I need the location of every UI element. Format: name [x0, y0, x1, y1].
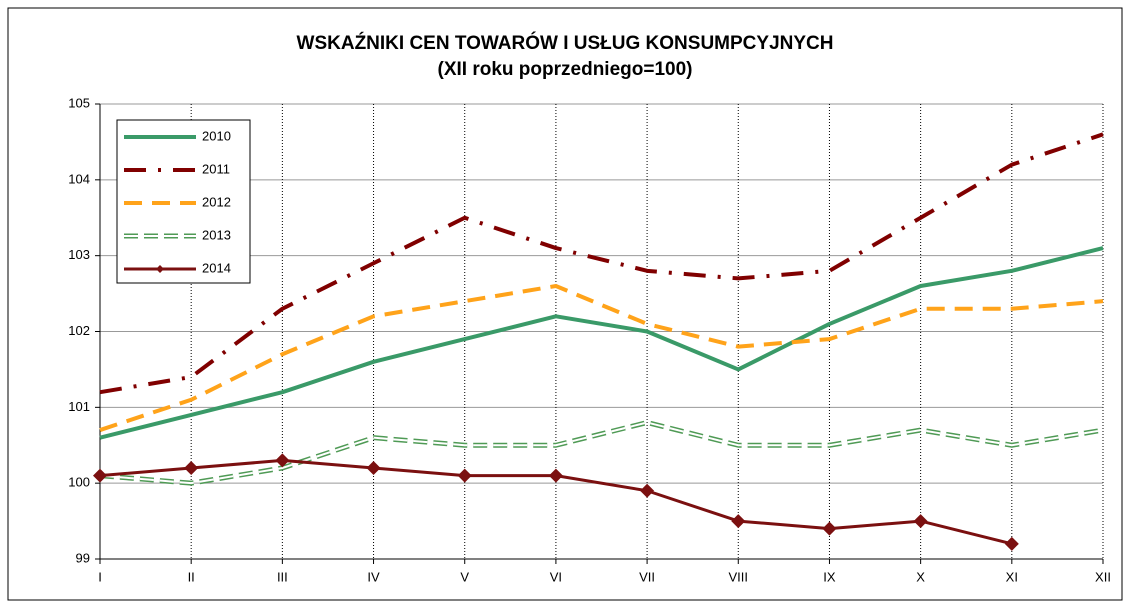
point-marker [275, 453, 290, 468]
series-line [99, 246, 1104, 440]
y-tick-label: 100 [68, 475, 90, 490]
point-marker [1004, 536, 1019, 551]
x-tick-label: VI [550, 569, 562, 584]
x-tick-label: VIII [729, 569, 749, 584]
x-tick-label: V [460, 569, 469, 584]
chart-subtitle: (XII roku poprzedniego=100) [438, 59, 693, 80]
point-marker [93, 468, 107, 483]
y-tick-label: 105 [68, 95, 90, 110]
x-tick-label: II [188, 569, 195, 584]
legend-label: 2011 [202, 161, 230, 176]
y-tick-label: 101 [68, 399, 90, 414]
plot-lines [93, 132, 1104, 551]
x-tick-label: XI [1006, 569, 1018, 584]
x-tick-label: IV [367, 569, 380, 584]
y-tick-label: 99 [76, 550, 90, 565]
legend-label: 2010 [202, 128, 231, 143]
x-tick-label: XII [1095, 569, 1111, 584]
chart-title: WSKAŹNIKI CEN TOWARÓW I USŁUG KONSUMPCYJ… [297, 32, 834, 54]
series-line [99, 284, 1104, 432]
legend: 2010 2011 2012 2013 2014 [116, 119, 251, 284]
legend-label: 2014 [202, 260, 231, 275]
x-tick-label: III [277, 569, 288, 584]
point-marker [457, 468, 472, 483]
y-tick-label: 103 [68, 247, 90, 262]
point-marker [184, 461, 199, 475]
x-tick-label: X [916, 569, 925, 584]
legend-marker [156, 265, 164, 273]
y-tick-label: 104 [68, 171, 90, 186]
point-marker [548, 468, 563, 483]
legend-label: 2012 [202, 194, 231, 209]
legend-label: 2013 [202, 227, 231, 242]
point-marker [640, 483, 655, 498]
x-tick-label: I [98, 569, 102, 584]
point-marker [913, 514, 928, 529]
point-marker [731, 514, 746, 529]
x-tick-label: VII [639, 569, 655, 584]
chart-frame [7, 7, 1123, 601]
point-marker [366, 461, 381, 475]
point-marker [822, 521, 837, 536]
series-line [99, 132, 1104, 395]
series-line-inner [99, 421, 1104, 485]
x-tick-label: IX [823, 569, 836, 584]
y-tick-label: 102 [68, 323, 90, 338]
